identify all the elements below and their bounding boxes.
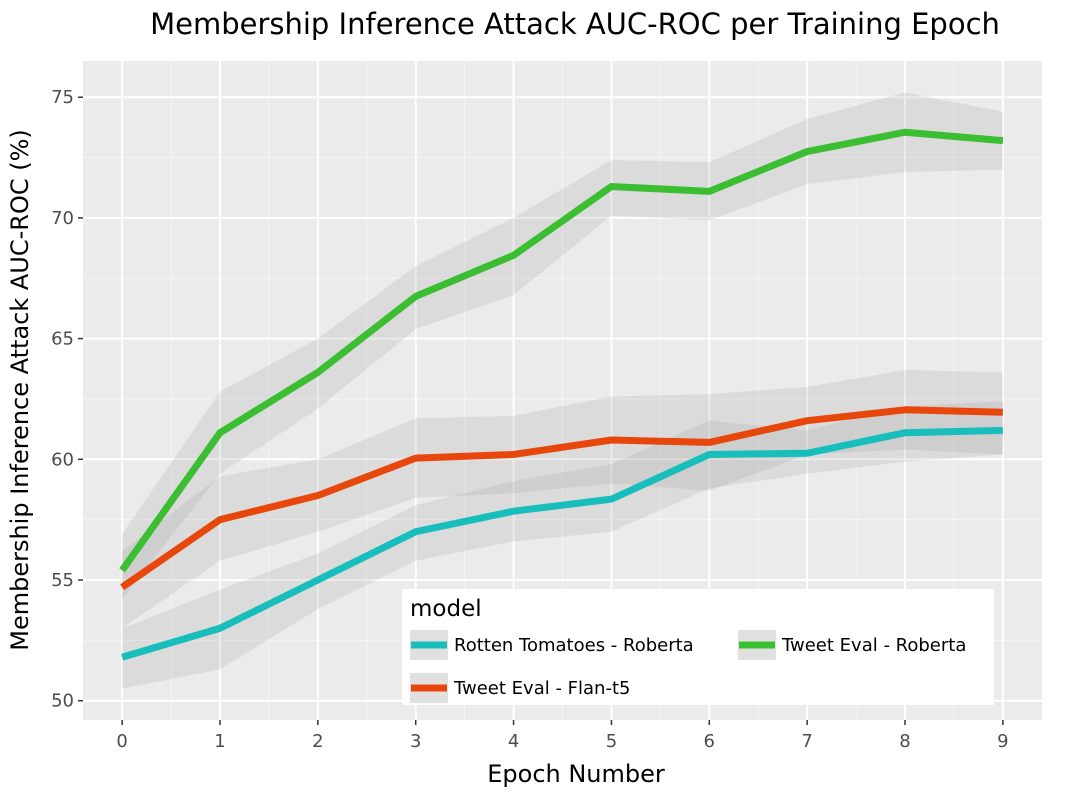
- series-line: [119, 128, 1004, 573]
- x-tick-label: 0: [116, 731, 127, 752]
- x-tick-label: 2: [312, 731, 323, 752]
- x-tick-label: 9: [997, 731, 1008, 752]
- confidence-band: [122, 401, 1003, 689]
- x-tick-label: 6: [704, 731, 715, 752]
- x-tick-label: 5: [606, 731, 617, 752]
- y-tick-label: 75: [51, 87, 74, 108]
- confidence-band: [122, 92, 1003, 600]
- confidence-bands: [122, 92, 1003, 689]
- series-line: [120, 406, 1003, 591]
- legend-title: model: [410, 596, 482, 622]
- x-tick-label: 1: [214, 731, 225, 752]
- x-tick-label: 8: [899, 731, 910, 752]
- legend-item-label: Tweet Eval - Flan-t5: [453, 678, 630, 699]
- x-tick-label: 4: [508, 731, 519, 752]
- series-line: [121, 426, 1003, 661]
- x-axis-title: Epoch Number: [487, 760, 665, 788]
- y-axis-title: Membership Inference Attack AUC-ROC (%): [6, 129, 34, 651]
- x-tick-label: 3: [410, 731, 421, 752]
- y-tick-label: 65: [51, 329, 74, 350]
- confidence-band: [122, 369, 1003, 629]
- legend-items: Rotten Tomatoes - Roberta Tweet Eval - Fl…: [410, 630, 966, 703]
- series-lines: [119, 128, 1004, 661]
- chart-title: Membership Inference Attack AUC-ROC per …: [150, 7, 1000, 41]
- y-tick-label: 70: [51, 208, 74, 229]
- legend: model Rotten Tomatoes - Roberta Tweet Eva…: [402, 589, 994, 705]
- legend-background: [402, 589, 994, 705]
- y-tick-label: 55: [51, 570, 74, 591]
- y-tick-label: 50: [51, 691, 74, 712]
- legend-item-label: Tweet Eval - Roberta: [781, 635, 966, 656]
- legend-item-label: Rotten Tomatoes - Roberta: [454, 635, 694, 656]
- x-tick-label: 7: [801, 731, 812, 752]
- x-axis: 0 1 2 3 4 5 6 7 8 9: [116, 720, 1009, 752]
- y-axis: 50 55 60 65 70 75: [51, 87, 83, 712]
- y-tick-label: 60: [51, 449, 74, 470]
